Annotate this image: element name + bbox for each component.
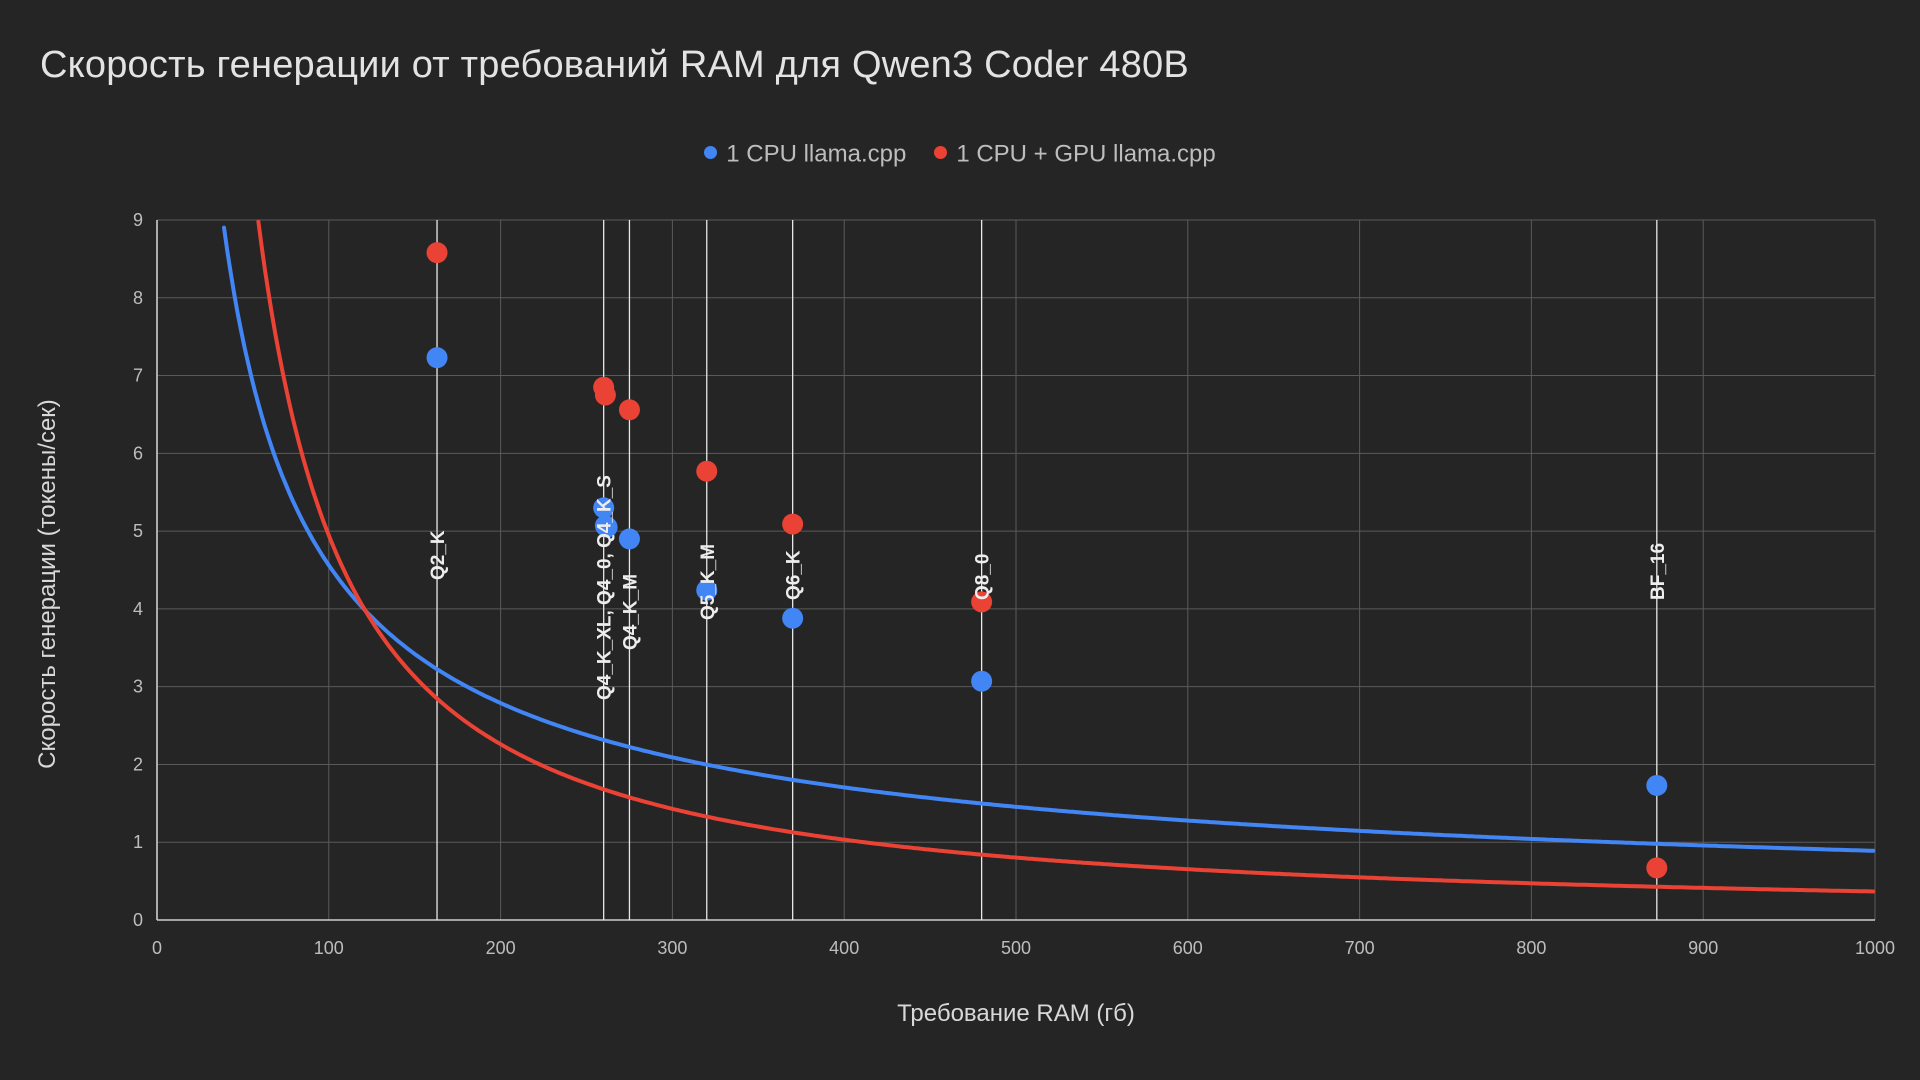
annotation-label: Q4_K_XL, Q4_0, Q4_K_S: [595, 475, 616, 700]
x-tick-label: 100: [314, 938, 344, 958]
legend-item-1[interactable]: 1 CPU + GPU llama.cpp: [934, 140, 1216, 169]
data-point-s0-8[interactable]: [1646, 774, 1668, 796]
annotation-label: Q5_K_M: [698, 544, 719, 620]
chart-legend: 1 CPU llama.cpp 1 CPU + GPU llama.cpp: [0, 140, 1920, 169]
trendline-series-0: [222, 225, 1876, 853]
x-tick-label: 400: [829, 938, 859, 958]
x-tick-label: 900: [1688, 938, 1718, 958]
y-tick-label: 0: [133, 910, 143, 930]
x-tick-label: 800: [1516, 938, 1546, 958]
x-axis-title: Требование RAM (гб): [897, 1000, 1135, 1027]
y-tick-label: 6: [133, 443, 143, 463]
data-point-s0-4[interactable]: [618, 528, 640, 550]
data-point-s1-5[interactable]: [782, 513, 804, 535]
data-point-s1-0[interactable]: [426, 242, 448, 264]
legend-item-label: 1 CPU + GPU llama.cpp: [956, 140, 1216, 168]
data-point-s0-7[interactable]: [971, 670, 993, 692]
data-point-s0-0[interactable]: [426, 347, 448, 369]
legend-swatch-icon: [704, 146, 718, 160]
x-tick-label: 700: [1345, 938, 1375, 958]
annotation-label: BF_16: [1648, 543, 1669, 600]
data-point-s1-7[interactable]: [1646, 857, 1668, 879]
y-tick-label: 5: [133, 521, 143, 541]
y-tick-label: 4: [133, 599, 143, 619]
annotation-label: Q2_K: [428, 530, 449, 580]
x-tick-label: 300: [657, 938, 687, 958]
x-tick-label: 1000: [1855, 938, 1895, 958]
legend-item-label: 1 CPU llama.cpp: [726, 140, 907, 168]
trendline-series-1: [256, 219, 1876, 894]
data-point-s1-4[interactable]: [696, 460, 718, 482]
annotation-label: Q4_K_M: [621, 574, 642, 650]
data-point-s1-2[interactable]: [594, 384, 616, 406]
y-tick-label: 9: [133, 210, 143, 230]
x-tick-label: 200: [486, 938, 516, 958]
data-point-s0-3[interactable]: [596, 516, 618, 538]
y-tick-label: 1: [133, 832, 143, 852]
legend-item-0[interactable]: 1 CPU llama.cpp: [704, 140, 906, 169]
page-title: Скорость генерации от требований RAM для…: [40, 44, 1189, 86]
y-tick-label: 3: [133, 677, 143, 697]
y-tick-label: 8: [133, 288, 143, 308]
data-point-s1-6[interactable]: [971, 591, 993, 613]
data-point-s0-1[interactable]: [593, 497, 615, 519]
data-point-s0-6[interactable]: [782, 607, 804, 629]
y-tick-label: 2: [133, 754, 143, 774]
annotation-label: Q8_0: [973, 554, 994, 600]
y-axis-title: Скорость генерации (токены/сек): [34, 399, 61, 769]
legend-swatch-icon: [934, 146, 948, 160]
x-tick-label: 0: [152, 938, 162, 958]
x-tick-label: 600: [1173, 938, 1203, 958]
data-point-s0-5[interactable]: [696, 579, 718, 601]
data-point-s1-3[interactable]: [618, 399, 640, 421]
annotation-label: Q6_K: [784, 550, 805, 600]
y-tick-label: 7: [133, 366, 143, 386]
x-tick-label: 500: [1001, 938, 1031, 958]
